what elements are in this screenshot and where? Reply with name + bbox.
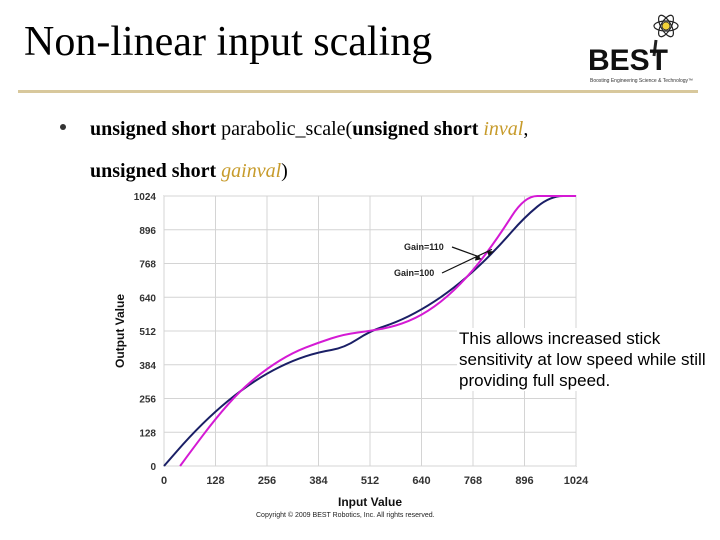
param-name-1: inval [483, 118, 524, 140]
x-tick-label: 0 [161, 475, 167, 487]
x-tick-label: 1024 [564, 475, 589, 487]
return-type: unsigned short [90, 118, 217, 140]
y-tick-label: 768 [139, 260, 156, 271]
best-logo: BEST Boosting Engineering Science & Tech… [588, 14, 693, 84]
copyright-notice: Copyright © 2009 BEST Robotics, Inc. All… [256, 512, 435, 519]
y-tick-label: 0 [150, 462, 156, 473]
param-name-2: gainval [221, 160, 282, 182]
y-tick-label: 128 [139, 428, 156, 439]
slide-title: Non-linear input scaling [24, 19, 433, 65]
param-separator: , [523, 118, 529, 140]
callout-text: This allows increased stick sensitivity … [457, 328, 711, 391]
y-tick-label: 256 [139, 395, 156, 406]
annotation-arrow [451, 246, 481, 258]
annotation-arrow [441, 248, 493, 274]
annotation-label: Gain=100 [394, 268, 434, 278]
logo-wordmark: BEST [588, 44, 668, 77]
x-tick-label: 896 [515, 475, 533, 487]
param-type-1: unsigned short [352, 118, 479, 140]
x-tick-label: 768 [464, 475, 482, 487]
x-tick-label: 640 [412, 475, 430, 487]
function-name: parabolic_scale( [216, 118, 353, 140]
annotation-label: Gain=110 [404, 242, 444, 252]
y-axis-label: Output Value [113, 294, 127, 368]
y-tick-label: 640 [139, 293, 156, 304]
atom-icon [653, 14, 679, 38]
x-tick-label: 384 [309, 475, 328, 487]
y-tick-label: 896 [139, 226, 156, 237]
logo-tagline: Boosting Engineering Science & Technolog… [590, 78, 693, 84]
annotation-arrowhead [486, 250, 494, 257]
y-tick-label: 512 [139, 327, 156, 338]
series-line-gain-100 [163, 195, 576, 467]
bullet-dot [60, 124, 66, 130]
param-type-2: unsigned short [90, 160, 217, 182]
signature-line-2: unsigned short gainval) [90, 160, 288, 183]
x-tick-label: 256 [258, 475, 276, 487]
series-line-gain-110 [179, 195, 576, 467]
y-tick-label: 384 [139, 361, 156, 372]
x-tick-label: 128 [206, 475, 224, 487]
signature-line-1: unsigned short parabolic_scale(unsigned … [90, 118, 528, 141]
x-axis-label: Input Value [338, 495, 402, 509]
x-tick-label: 512 [361, 475, 379, 487]
title-underline [18, 90, 698, 93]
y-tick-label: 1024 [134, 192, 157, 203]
signature-close: ) [281, 160, 288, 182]
scaling-chart: 0 128 256 384 512 640 768 896 1024 0 128 256 384 512 6… [113, 192, 589, 509]
